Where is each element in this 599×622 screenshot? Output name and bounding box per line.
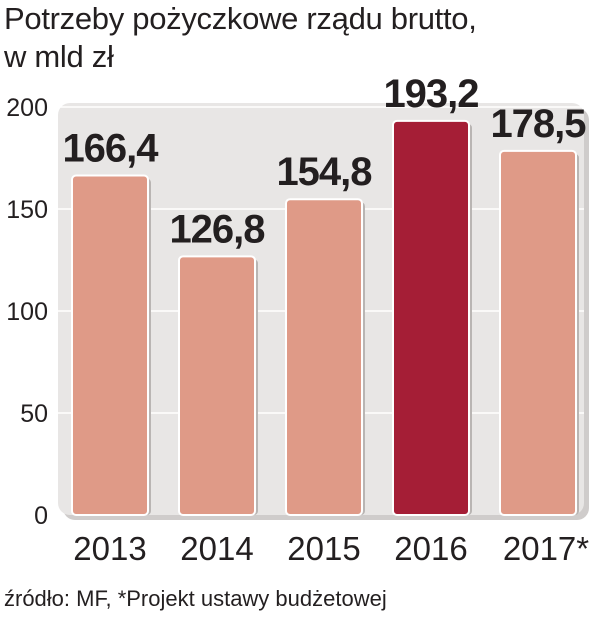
y-tick-label: 100 [6, 298, 48, 326]
y-tick-label: 0 [34, 502, 48, 530]
chart-title-line-2: w mld zł [4, 39, 114, 74]
source-note: źródło: MF, *Projekt ustawy budżetowej [4, 586, 387, 611]
bar-value-label: 126,8 [169, 207, 265, 251]
bar-value-label: 178,5 [490, 102, 586, 146]
bar-value-label: 193,2 [383, 72, 478, 116]
x-tick-label: 2013 [73, 530, 146, 567]
x-tick-label: 2014 [180, 530, 253, 567]
x-tick-label: 2015 [287, 530, 360, 567]
bar [71, 174, 149, 516]
bar [285, 198, 363, 516]
chart-title-line-1: Potrzeby pożyczkowe rządu brutto, [4, 1, 477, 36]
bar-value-label: 154,8 [276, 150, 372, 194]
bar [178, 255, 256, 516]
chart-title: Potrzeby pożyczkowe rządu brutto, w mld … [4, 0, 477, 76]
bar-value-label: 166,4 [62, 127, 159, 171]
y-tick-label: 50 [20, 400, 48, 428]
x-tick-label: 2016 [394, 530, 467, 567]
x-tick-label: 2017* [503, 530, 589, 567]
bar [499, 149, 577, 517]
bar [392, 119, 470, 516]
y-tick-label: 200 [6, 94, 48, 122]
y-tick-label: 150 [6, 196, 48, 224]
